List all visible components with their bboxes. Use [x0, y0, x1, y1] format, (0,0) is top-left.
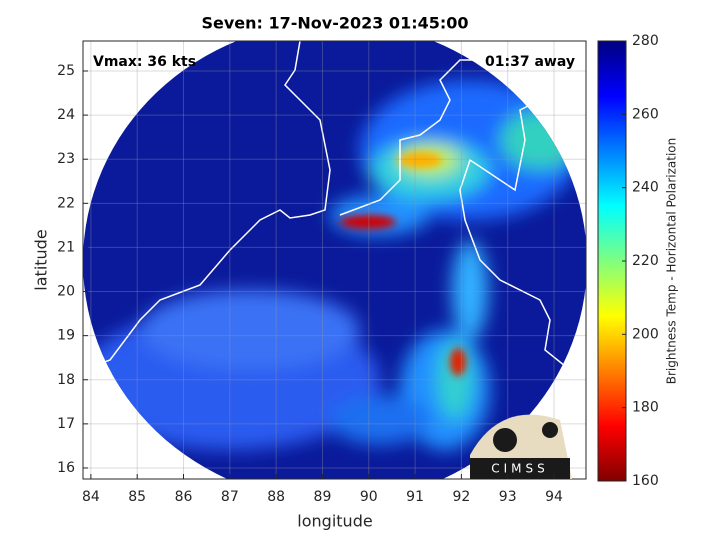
y-tick-label: 19: [57, 328, 75, 344]
x-tick-label: 94: [545, 489, 563, 505]
colorbar-tick-label: 240: [632, 180, 659, 196]
y-tick-label: 17: [57, 416, 75, 432]
annotation: 01:37 away: [485, 54, 575, 70]
colorbar-tick-label: 280: [632, 33, 659, 49]
x-tick-label: 92: [452, 489, 470, 505]
x-tick-label: 89: [314, 489, 332, 505]
x-tick-label: 91: [406, 489, 424, 505]
y-tick-label: 24: [57, 107, 75, 123]
colorbar-tick-label: 160: [632, 473, 659, 489]
annotation: Vmax: 36 kts: [93, 54, 196, 70]
y-tick-label: 20: [57, 284, 75, 300]
x-axis-label: longitude: [297, 512, 372, 531]
y-tick-label: 21: [57, 239, 75, 255]
y-tick-label: 16: [57, 460, 75, 476]
colorbar: [597, 40, 627, 482]
x-tick-label: 84: [82, 489, 100, 505]
logo: CIMSS: [470, 414, 572, 479]
colorbar-label: Brightness Temp - Horizontal Polarizatio…: [665, 138, 679, 385]
chart-title: Seven: 17-Nov-2023 01:45:00: [201, 14, 468, 33]
colorbar-tick-label: 180: [632, 400, 659, 416]
y-tick-label: 22: [57, 195, 75, 211]
satellite-image: [83, 41, 586, 479]
y-tick-label: 18: [57, 372, 75, 388]
x-tick-label: 90: [360, 489, 378, 505]
y-axis-label: latitude: [32, 229, 51, 290]
colorbar-tick-label: 200: [632, 326, 659, 342]
colorbar-tick-label: 220: [632, 253, 659, 269]
x-tick-label: 86: [175, 489, 193, 505]
logo-text: CIMSS: [491, 462, 549, 476]
x-tick-label: 88: [267, 489, 285, 505]
y-tick-label: 23: [57, 151, 75, 167]
x-tick-label: 87: [221, 489, 239, 505]
x-tick-label: 85: [128, 489, 146, 505]
x-tick-label: 93: [499, 489, 517, 505]
y-tick-label: 25: [57, 63, 75, 79]
colorbar-tick-label: 260: [632, 106, 659, 122]
axes-box: [82, 40, 587, 480]
